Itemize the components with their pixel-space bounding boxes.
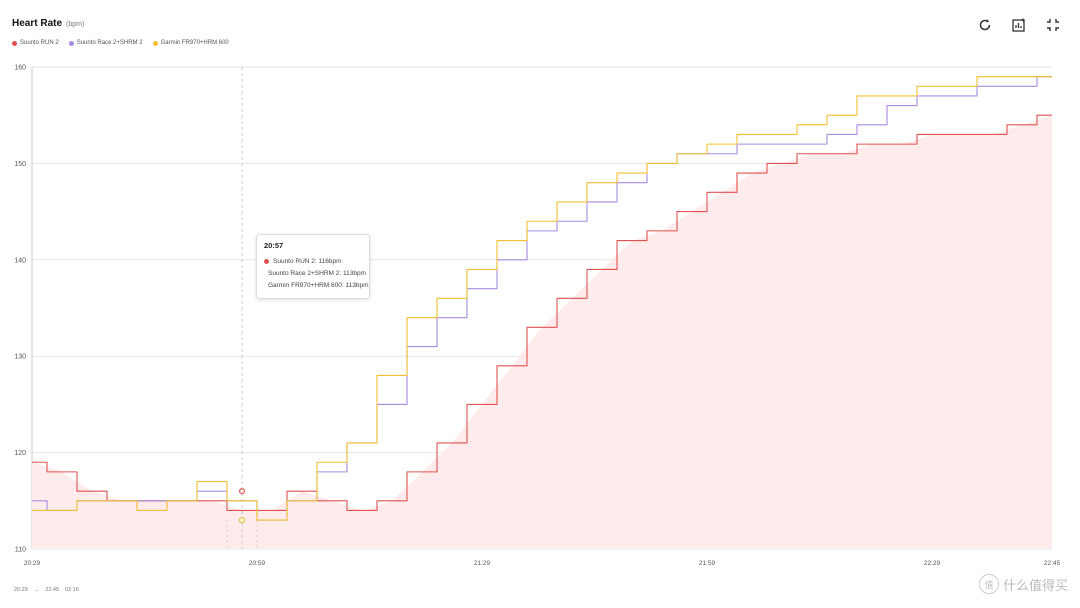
tooltip-time: 20:57 — [264, 241, 284, 250]
legend-label-garmin: Garmin FR970+HRM 600 — [160, 40, 229, 46]
series-line-garmin — [32, 76, 1052, 521]
chart-title: Heart Rate — [12, 18, 63, 29]
range-separator: → — [33, 587, 40, 593]
fullscreen-icon[interactable] — [1044, 16, 1062, 34]
chart-toolbar — [976, 16, 1062, 34]
y-tick-label-110: 110 — [15, 547, 26, 554]
tooltip: 20:57 Suunto RUN 2: 116bpm Suunto Race 2… — [256, 234, 370, 299]
y-tick-label-140: 140 — [14, 257, 26, 264]
x-tick-label-2059: 20:59 — [249, 560, 266, 567]
x-tick-label-2229: 22:29 — [924, 560, 941, 567]
crosshair-marker-suunto-run2 — [239, 488, 246, 495]
tooltip-text-suunto-run2: Suunto RUN 2: 116bpm — [273, 258, 342, 265]
y-tick-label-160: 160 — [14, 65, 26, 72]
tooltip-text-suunto-race2: Suunto Race 2+SHRM 2: 113bpm — [268, 270, 366, 277]
legend-dot-suunto-run2 — [12, 40, 17, 46]
x-tick-label-2129: 21:29 — [474, 560, 491, 567]
tooltip-text-garmin: Garmin FR970+HRM 600: 113bpm — [268, 282, 369, 289]
y-tick-label-120: 120 — [14, 450, 26, 457]
y-tick-label-130: 130 — [14, 354, 26, 361]
legend-label-suunto-run2: Suunto RUN 2 — [20, 40, 59, 46]
reset-icon[interactable] — [976, 16, 994, 34]
range-footer: 20:29 → 22:45 02:16 — [14, 587, 79, 593]
tooltip-dot-suunto-run2 — [264, 259, 269, 264]
area-suunto-run2 — [32, 115, 1052, 549]
y-tick-label-150: 150 — [14, 161, 26, 168]
legend: Suunto RUN 2 Suunto Race 2+SHRM 2 Garmin… — [12, 40, 229, 46]
legend-item-garmin[interactable]: Garmin FR970+HRM 600 — [152, 40, 229, 46]
watermark: 值 什么值得买 — [978, 574, 1068, 594]
watermark-logo-icon: 值 — [978, 574, 999, 594]
chart-settings-icon[interactable] — [1010, 16, 1028, 34]
chart-header: Heart Rate (bpm) — [12, 18, 84, 29]
legend-dot-garmin — [152, 40, 158, 46]
range-duration: 02:16 — [65, 587, 79, 593]
range-end: 22:45 — [45, 587, 60, 593]
tooltip-row-suunto-race2: Suunto Race 2+SHRM 2: 113bpm — [264, 270, 366, 277]
legend-item-suunto-race2[interactable]: Suunto Race 2+SHRM 2 — [68, 40, 143, 46]
crosshair-marker-garmin — [239, 517, 246, 524]
legend-label-suunto-race2: Suunto Race 2+SHRM 2 — [76, 40, 143, 46]
range-start: 20:29 — [14, 587, 28, 593]
series-line-suunto-run2 — [32, 114, 1052, 511]
watermark-text: 什么值得买 — [1002, 577, 1068, 593]
legend-item-suunto-run2[interactable]: Suunto RUN 2 — [12, 40, 59, 46]
x-tick-label-2159: 21:59 — [699, 560, 716, 567]
chart-unit: (bpm) — [66, 21, 85, 28]
tooltip-row-suunto-run2: Suunto RUN 2: 116bpm — [264, 258, 362, 265]
legend-dot-suunto-race2 — [68, 40, 74, 46]
x-tick-label-2245: 22:45 — [1044, 560, 1061, 567]
tooltip-row-garmin: Garmin FR970+HRM 600: 113bpm — [264, 282, 369, 289]
x-tick-label-2029: 20:29 — [24, 560, 41, 567]
